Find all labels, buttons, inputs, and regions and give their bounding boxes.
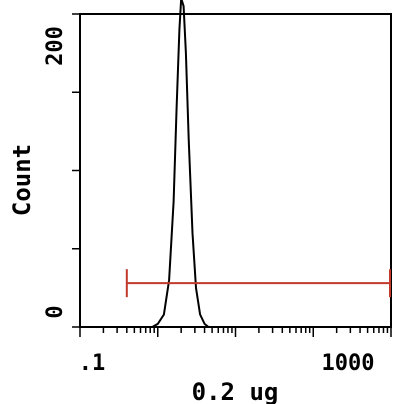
x-tick-label-1000: 1000 xyxy=(322,351,375,376)
x-axis-minor-ticks xyxy=(79,327,392,337)
y-axis-ticks xyxy=(72,13,80,328)
y-tick-label-0: 0 xyxy=(43,305,68,318)
y-tick-label-200: 200 xyxy=(43,26,68,66)
x-axis-label: 0.2 ug xyxy=(192,378,279,404)
x-tick-label-0.1: .1 xyxy=(79,351,106,376)
y-axis-label: Count xyxy=(8,144,36,216)
histogram-series xyxy=(151,0,210,328)
gate-marker xyxy=(125,269,391,298)
